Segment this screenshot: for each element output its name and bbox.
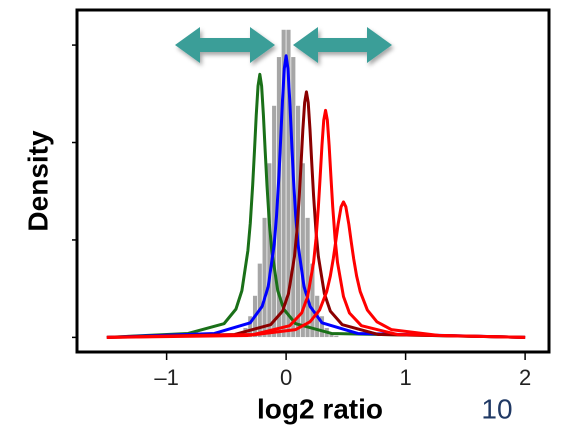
plot-area <box>106 29 526 339</box>
histogram-bar <box>319 315 325 338</box>
x-tick-label: –1 <box>154 365 178 390</box>
right-arrow <box>293 27 392 63</box>
x-tick-label: 0 <box>280 365 292 390</box>
histogram-bar <box>333 335 339 338</box>
histogram-bar <box>304 217 311 338</box>
page-number: 10 <box>481 393 512 424</box>
x-axis-label: log2 ratio <box>257 393 383 424</box>
plot-frame <box>75 8 551 354</box>
y-axis-label: Density <box>22 130 53 232</box>
density-curve <box>106 108 526 339</box>
left-arrow <box>175 27 275 63</box>
density-curve <box>106 90 526 339</box>
histogram-bar <box>261 217 268 338</box>
x-tick-label: 2 <box>519 365 531 390</box>
density-curve <box>106 54 526 339</box>
density-curve <box>106 200 526 339</box>
x-tick-label: 1 <box>399 365 411 390</box>
density-curve <box>106 72 526 339</box>
